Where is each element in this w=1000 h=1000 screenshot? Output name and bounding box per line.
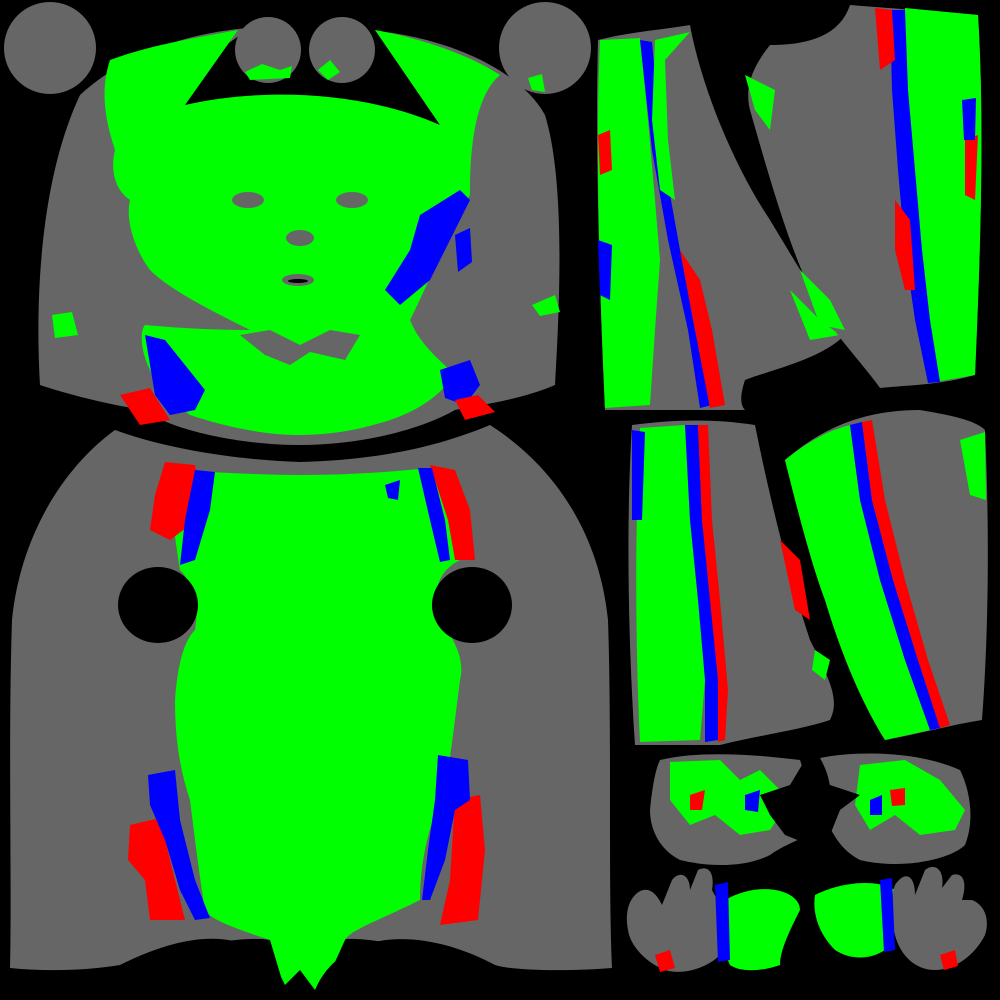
upper-leg-left-green-1 — [597, 38, 660, 408]
hand-right-base — [891, 866, 987, 970]
lower-leg-left-blue — [685, 425, 718, 742]
face-details — [232, 192, 368, 286]
upper-leg-right-red-2 — [895, 200, 915, 290]
upper-leg-left-blue-2 — [598, 240, 612, 300]
eye-disc-right-speck — [318, 60, 340, 80]
eye-disc-left — [235, 17, 301, 83]
lower-leg-right-green-tip — [812, 650, 830, 680]
upper-leg-right-edge-blue — [962, 98, 976, 140]
head-island — [38, 28, 560, 445]
upper-leg-right-blue — [890, 10, 940, 383]
upper-leg-left-tip — [790, 290, 840, 340]
upper-leg-left-red — [680, 250, 725, 408]
upper-leg-right-red — [875, 8, 895, 70]
torso-red-right-bottom — [440, 795, 485, 925]
head-blue-right-3 — [440, 360, 480, 405]
torso-red-right-top — [430, 465, 475, 560]
hand-right-green — [814, 883, 900, 958]
eye-disc-left-speck — [245, 64, 292, 80]
lower-leg-right-red — [862, 420, 950, 728]
upper-leg-left-island — [597, 25, 845, 410]
foot-center-black — [760, 760, 860, 845]
head-blue-right-2 — [455, 228, 472, 272]
upper-leg-right-green-2 — [745, 75, 775, 130]
lower-leg-left-green — [636, 425, 705, 742]
eye-disc-right — [309, 17, 375, 83]
torso-blue-left-bottom — [148, 770, 210, 920]
hands-island — [626, 866, 987, 972]
lower-leg-left-island — [628, 420, 834, 745]
eye-left-detail — [232, 192, 264, 208]
feet-island — [650, 753, 971, 865]
hand-left-base — [626, 868, 741, 972]
lower-leg-right-green — [785, 425, 930, 740]
lower-leg-right-island — [785, 410, 988, 740]
nose-detail — [286, 230, 314, 246]
foot-left-green — [670, 760, 790, 835]
torso-blue-left-top — [180, 470, 215, 565]
lower-leg-left-red — [698, 425, 728, 742]
ear-disc-right-speck — [528, 74, 545, 92]
torso-green — [170, 468, 462, 995]
ear-disc-right — [499, 2, 591, 94]
upper-leg-right-edge-red — [965, 135, 978, 200]
head-blue-left — [145, 335, 205, 415]
upper-leg-left-green-2 — [652, 32, 690, 200]
torso-blue-right-bottom — [422, 755, 470, 900]
head-red-left — [120, 388, 170, 425]
foot-right-red — [890, 788, 905, 806]
head-blue-right-1 — [385, 190, 470, 305]
torso-blue-right-top — [418, 468, 450, 562]
foot-right-green — [855, 760, 965, 835]
torso-red-left-bottom — [128, 818, 185, 920]
upper-leg-right-island — [745, 5, 982, 388]
foot-left-red — [690, 790, 705, 810]
head-green-patch-right — [532, 295, 560, 316]
hand-left-blue — [715, 882, 730, 962]
foot-left-blue — [745, 790, 760, 812]
foot-right-blue — [870, 795, 882, 815]
lower-leg-left-red-spot — [780, 540, 810, 620]
neck-spikes — [240, 330, 360, 365]
hand-right-blue — [880, 878, 895, 952]
crotch-cut — [115, 938, 500, 1000]
upper-leg-left-red-2 — [598, 130, 612, 175]
head-red-right — [455, 395, 495, 420]
arm-hole-right — [432, 567, 512, 643]
lower-leg-right-green-edge — [960, 432, 986, 500]
arm-hole-left — [118, 567, 198, 643]
mouth-inner — [288, 279, 308, 283]
hand-left-red — [655, 950, 675, 972]
torso-island — [10, 425, 612, 1000]
eye-right-detail — [336, 192, 368, 208]
head-green-patch-left — [52, 312, 78, 338]
upper-leg-right-green-3 — [800, 270, 845, 330]
lower-leg-left-blue-edge — [632, 430, 645, 520]
ear-disc-left — [4, 2, 96, 94]
hand-right-red — [940, 950, 958, 970]
lower-leg-right-blue — [850, 422, 940, 730]
discs-group — [4, 2, 591, 94]
hand-left-green — [721, 889, 800, 971]
torso-blue-speck — [385, 480, 400, 500]
